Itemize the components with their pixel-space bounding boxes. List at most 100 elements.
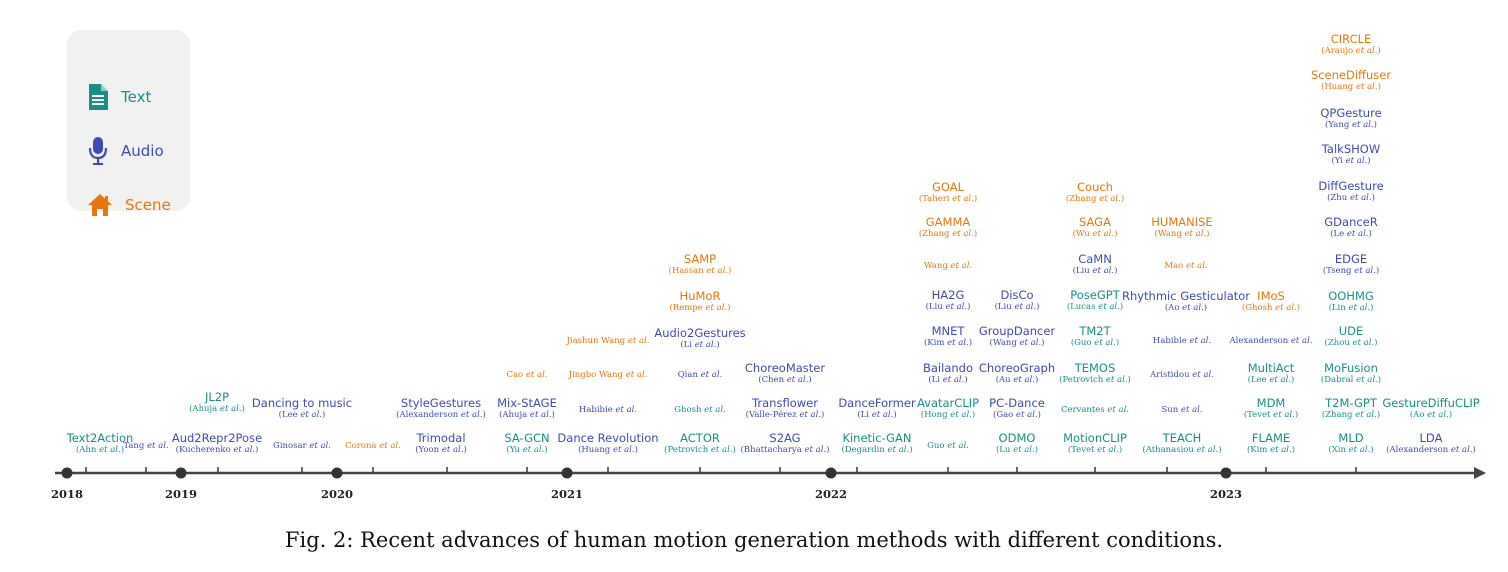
- method-author: (Lucas et al.): [1066, 302, 1124, 312]
- year-label: 2019: [164, 487, 198, 501]
- method-entry: S2AG (Bhattacharya et al.): [741, 431, 830, 456]
- method-entry: SAGA (Wu et al.): [1073, 215, 1118, 240]
- method-name: EDGE: [1334, 252, 1368, 266]
- method-author: (Liu et al.): [1072, 266, 1118, 276]
- method-name: SA-GCN: [504, 431, 550, 445]
- method-entry: Corona et al.: [345, 440, 401, 452]
- method-entry: Tang et al.: [123, 440, 168, 452]
- method-name: HuMoR: [679, 289, 721, 303]
- method-author: (Tevet et al.): [1243, 410, 1299, 420]
- method-name: QPGesture: [1320, 106, 1382, 120]
- method-author: (Hassan et al.): [668, 266, 732, 276]
- method-author: (Zhang et al.): [1321, 410, 1381, 420]
- method-name: CIRCLE: [1330, 32, 1372, 46]
- method-name: Bailando: [923, 361, 973, 375]
- method-author: Qian et al.: [677, 370, 723, 380]
- method-author: (Liu et al.): [994, 302, 1040, 312]
- method-entry: MultiAct (Lee et al.): [1248, 361, 1295, 386]
- method-author: (Araujo et al.): [1321, 46, 1381, 56]
- method-name: TEACH: [1162, 431, 1202, 445]
- method-entry: Bailando (Li et al.): [923, 361, 973, 386]
- method-name: Trimodal: [416, 431, 466, 445]
- method-entry: TEMOS (Petrovich et al.): [1059, 361, 1131, 386]
- method-author: (Ghosh et al.): [1241, 303, 1301, 313]
- method-author: (Au et al.): [995, 375, 1039, 385]
- method-entry: DisCo (Liu et al.): [995, 288, 1040, 313]
- legend-label-text: Text: [121, 88, 152, 106]
- method-name: LDA: [1419, 431, 1443, 445]
- year-label: 2023: [1209, 487, 1243, 501]
- method-name: Text2Action: [66, 431, 134, 445]
- method-entry: QPGesture (Yang et al.): [1320, 106, 1381, 131]
- method-entry: MoFusion (Dabral et al.): [1321, 361, 1381, 386]
- method-name: MultiAct: [1247, 361, 1295, 375]
- legend-label-scene: Scene: [125, 196, 171, 214]
- method-author: Jiashun Wang et al.: [566, 336, 650, 346]
- method-author: (Tevet et al.): [1067, 445, 1123, 455]
- method-author: (Petrovich et al.): [664, 445, 736, 455]
- method-author: (Rempe et al.): [669, 303, 731, 313]
- method-author: (Alexanderson et al.): [396, 410, 486, 420]
- method-author: (Lu et al.): [995, 445, 1039, 455]
- method-entry: ODMO (Lu et al.): [996, 431, 1038, 456]
- method-author: (Yoon et al.): [415, 445, 467, 455]
- legend-label-audio: Audio: [121, 142, 164, 160]
- method-author: (Yu et al.): [506, 445, 548, 455]
- method-author: Sun et al.: [1161, 405, 1203, 415]
- method-author: Habibie et al.: [1152, 336, 1212, 346]
- method-entry: Sun et al.: [1161, 404, 1202, 416]
- year-marker-dot: [825, 467, 837, 479]
- method-author: (Lin et al.): [1328, 303, 1374, 313]
- method-author: (Liu et al.): [925, 302, 971, 312]
- method-author: (Ao et al.): [1164, 303, 1208, 313]
- method-author: (Zhang et al.): [1065, 194, 1125, 204]
- method-author: (Zhou et al.): [1324, 338, 1378, 348]
- method-author: (Guo et al.): [1070, 338, 1120, 348]
- year-marker-dot: [331, 467, 343, 479]
- method-author: Mao et al.: [1164, 261, 1208, 271]
- method-entry: StyleGestures (Alexanderson et al.): [396, 396, 486, 421]
- method-entry: Habibie et al.: [1153, 335, 1211, 347]
- method-name: MDM: [1256, 396, 1286, 410]
- method-entry: MLD (Xin et al.): [1328, 431, 1373, 456]
- method-author: (Zhu et al.): [1327, 193, 1375, 203]
- method-name: GAMMA: [925, 215, 971, 229]
- method-entry: Audio2Gestures (Li et al.): [654, 326, 745, 351]
- method-author: (Athanasiou et al.): [1142, 445, 1222, 455]
- method-name: AvatarCLIP: [916, 396, 980, 410]
- method-entry: SceneDiffuser (Huang et al.): [1311, 68, 1391, 93]
- method-author: (Li et al.): [928, 375, 968, 385]
- legend-item-scene: Scene: [87, 190, 171, 220]
- method-entry: PC-Dance (Gao et al.): [989, 396, 1045, 421]
- year-label: 2022: [814, 487, 848, 501]
- document-icon: [87, 83, 109, 111]
- method-entry: LDA (Alexanderson et al.): [1386, 431, 1476, 456]
- method-name: MotionCLIP: [1063, 431, 1127, 445]
- method-entry: DanceFormer (Li et al.): [838, 396, 915, 421]
- method-author: (Chen et al.): [758, 375, 812, 385]
- method-name: ChoreoGraph: [978, 361, 1056, 375]
- method-entry: GDanceR (Le et al.): [1324, 215, 1378, 240]
- method-entry: ChoreoGraph (Au et al.): [979, 361, 1055, 386]
- method-author: Aristidou et al.: [1150, 370, 1214, 380]
- method-author: (Zhang et al.): [918, 229, 978, 239]
- method-name: T2M-GPT: [1325, 396, 1377, 410]
- method-entry: HUMANISE (Wang et al.): [1151, 215, 1212, 240]
- method-entry: Trimodal (Yoon et al.): [415, 431, 467, 456]
- method-author: (Dabral et al.): [1320, 375, 1382, 385]
- method-entry: UDE (Zhou et al.): [1325, 324, 1378, 349]
- year-marker-dot: [175, 467, 187, 479]
- method-entry: CaMN (Liu et al.): [1073, 252, 1118, 277]
- figure-caption: Fig. 2: Recent advances of human motion …: [284, 528, 1224, 552]
- method-name: Dancing to music: [251, 396, 353, 410]
- method-name: GOAL: [931, 180, 965, 194]
- method-entry: ACTOR (Petrovich et al.): [664, 431, 736, 456]
- method-entry: GOAL (Taheri et al.): [919, 180, 977, 205]
- method-author: (Taheri et al.): [918, 194, 978, 204]
- method-entry: Ghosh et al.: [674, 404, 726, 416]
- method-entry: EDGE (Tseng et al.): [1323, 252, 1379, 277]
- method-entry: MDM (Tevet et al.): [1244, 396, 1298, 421]
- method-entry: Aud2Repr2Pose (Kucherenko et al.): [172, 431, 262, 456]
- method-entry: PoseGPT (Lucas et al.): [1067, 288, 1123, 313]
- method-entry: Mao et al.: [1164, 260, 1207, 272]
